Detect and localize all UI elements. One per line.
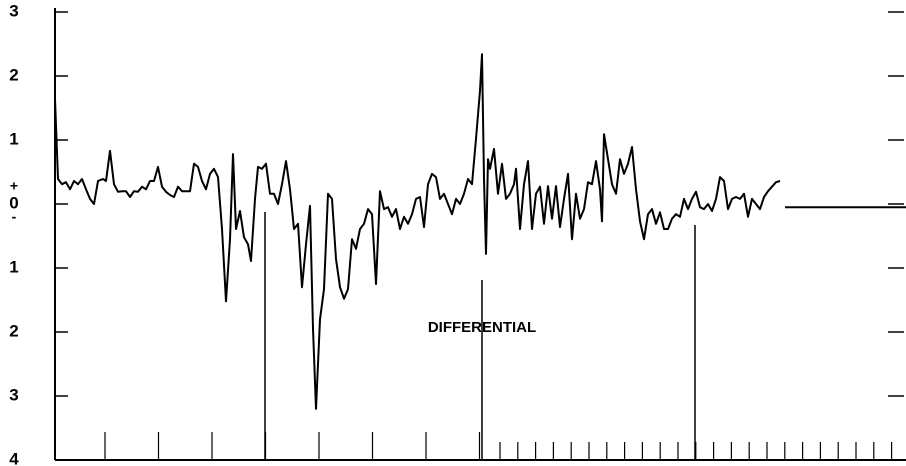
y-tick-label: 4: [9, 449, 19, 466]
y-tick-label: 0: [9, 193, 18, 212]
annotation: DIFFERENTIAL: [428, 319, 536, 336]
y-tick-label: 1: [9, 257, 18, 276]
y-tick-label: 3: [9, 385, 18, 404]
y-tick-label: 1: [9, 129, 18, 148]
data-line: [54, 53, 906, 410]
y-tick-label: 2: [9, 321, 18, 340]
y-tick-label: 3: [9, 1, 18, 20]
sign-label: +: [10, 178, 18, 194]
y-tick-label: 2: [9, 65, 18, 84]
sign-label: -: [12, 209, 17, 225]
